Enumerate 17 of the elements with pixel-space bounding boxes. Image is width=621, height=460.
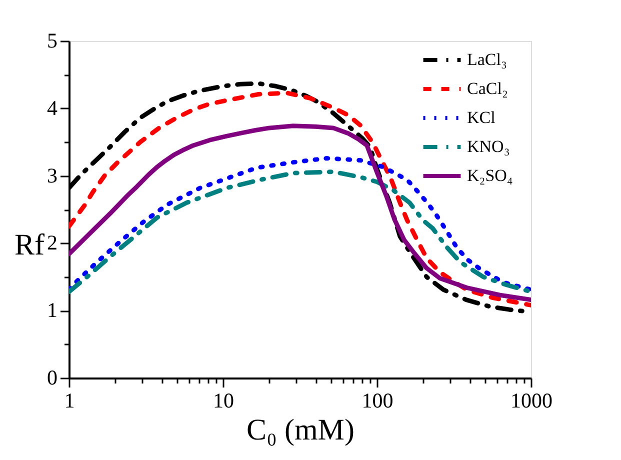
x-tick-label: 1000	[510, 388, 552, 412]
legend-label: KNO₃	[467, 137, 510, 156]
x-tick-label: 100	[362, 388, 394, 412]
x-axis-title: C₀ (mM)	[246, 414, 354, 446]
y-tick-label: 5	[47, 28, 58, 52]
legend-label: CaCl₂	[467, 79, 508, 98]
legend-label: LaCl₃	[467, 50, 507, 69]
y-tick-label: 3	[47, 163, 58, 188]
legend-label: KCl	[467, 108, 496, 127]
legend-label: K₂SO₄	[467, 166, 513, 185]
y-tick-label: 0	[47, 366, 58, 390]
x-tick-label: 10	[213, 388, 234, 412]
y-tick-label: 2	[47, 230, 58, 255]
y-axis-title: Rf	[14, 228, 45, 262]
y-tick-label: 4	[47, 96, 58, 120]
y-tick-label: 1	[47, 298, 58, 322]
x-tick-label: 1	[64, 388, 75, 412]
